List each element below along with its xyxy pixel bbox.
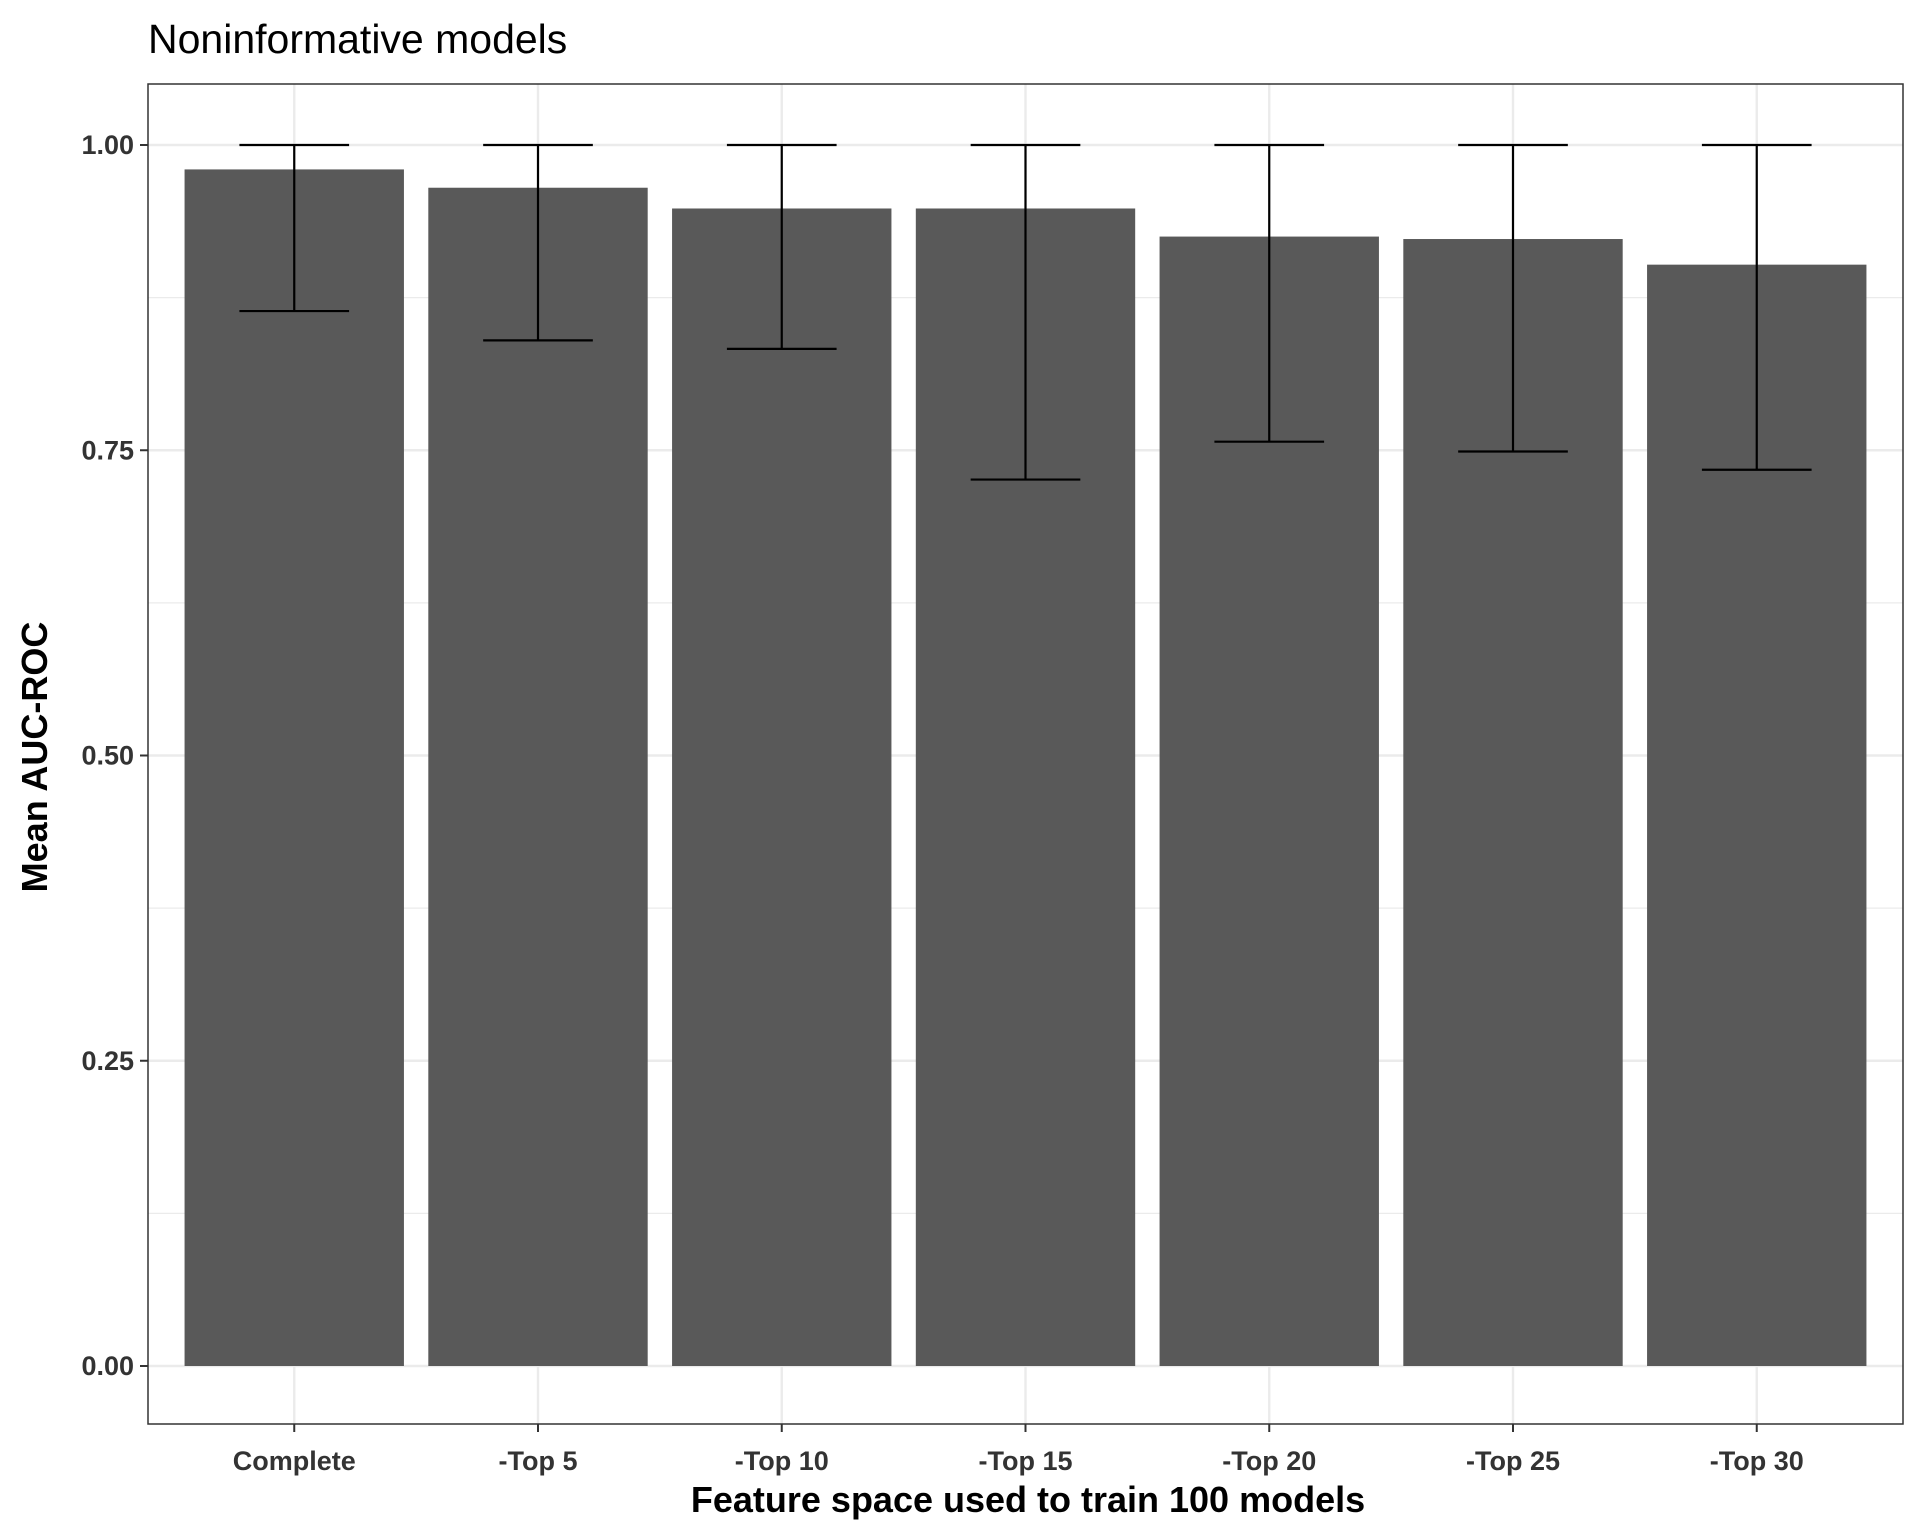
bar-top-10 — [672, 208, 892, 1367]
y-axis-title: Mean AUC-ROC — [14, 622, 55, 893]
error-bar — [239, 143, 350, 313]
error-bars — [239, 143, 1812, 481]
bars — [184, 169, 1867, 1367]
error-bar — [1214, 143, 1325, 443]
x-tick-label: -Top 30 — [1710, 1446, 1804, 1476]
x-tick-label: -Top 25 — [1466, 1446, 1560, 1476]
y-tick-label: 0.25 — [81, 1046, 134, 1076]
bar-complete — [184, 169, 404, 1366]
x-axis-ticks: Complete -Top 5 -Top 10 -Top 15 -Top 20 -Top … — [233, 1424, 1804, 1476]
y-tick-label: 0.50 — [81, 741, 134, 771]
bar-top-5 — [428, 187, 648, 1367]
chart-title: Noninformative models — [148, 16, 567, 62]
x-tick-label: Complete — [233, 1446, 356, 1476]
x-tick-label: -Top 15 — [979, 1446, 1073, 1476]
error-bar — [483, 143, 593, 342]
x-tick-label: -Top 20 — [1222, 1446, 1316, 1476]
y-tick-label: 1.00 — [81, 130, 134, 160]
error-bar — [1458, 143, 1568, 453]
y-tick-label: 0.75 — [81, 435, 134, 465]
x-axis-title: Feature space used to train 100 models — [691, 1479, 1365, 1520]
y-tick-label: 0.00 — [81, 1351, 134, 1381]
error-bar — [970, 143, 1081, 481]
error-bar — [1701, 143, 1812, 471]
x-tick-label: -Top 10 — [735, 1446, 829, 1476]
y-axis-ticks: 0.00 0.25 0.50 0.75 1.00 — [81, 130, 148, 1381]
error-bar — [726, 143, 837, 351]
x-tick-label: -Top 5 — [499, 1446, 578, 1476]
